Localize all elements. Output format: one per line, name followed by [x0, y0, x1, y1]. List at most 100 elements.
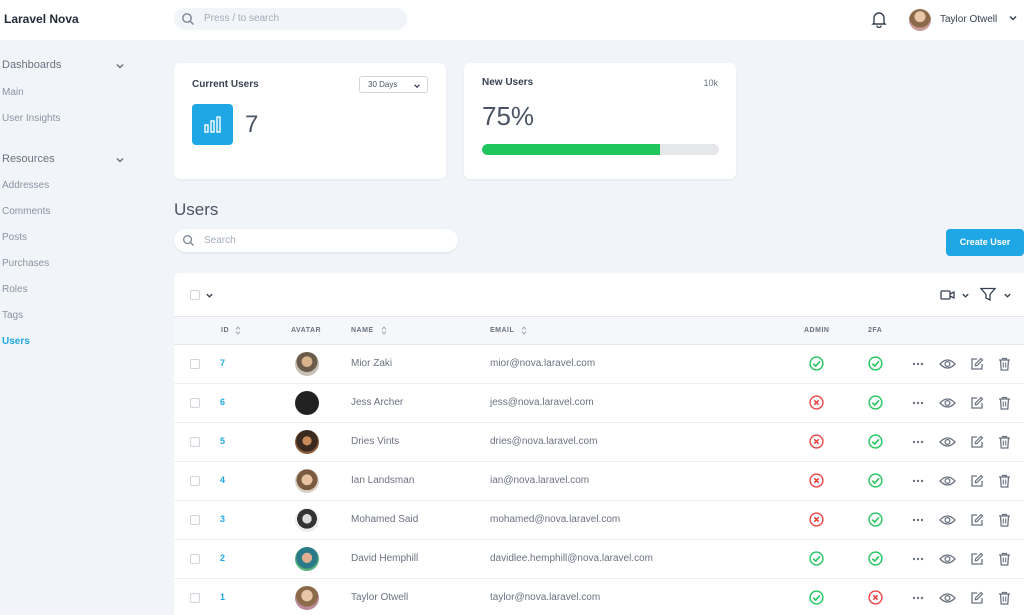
row-id[interactable]: 7: [220, 358, 226, 368]
sidebar-item-purchases[interactable]: Purchases: [2, 258, 50, 269]
more-icon[interactable]: [912, 401, 924, 405]
edit-icon[interactable]: [970, 474, 984, 488]
current-users-title: Current Users: [192, 79, 259, 90]
more-icon[interactable]: [912, 440, 924, 444]
row-checkbox[interactable]: [190, 398, 200, 408]
more-icon[interactable]: [912, 479, 924, 483]
search-icon: [183, 235, 195, 247]
user-avatar[interactable]: [909, 9, 931, 31]
table-row[interactable]: 5 Dries Vints dries@nova.laravel.com: [174, 423, 1024, 462]
column-header-avatar: AVATAR: [291, 327, 322, 334]
create-user-button[interactable]: Create User: [946, 229, 1024, 256]
trash-icon[interactable]: [998, 357, 1011, 371]
sort-icon[interactable]: [235, 326, 241, 335]
bell-icon[interactable]: [871, 10, 887, 28]
chevron-down-icon[interactable]: [115, 155, 125, 165]
trash-icon[interactable]: [998, 513, 1011, 527]
edit-icon[interactable]: [970, 513, 984, 527]
search-icon: [182, 13, 194, 25]
sidebar-item-main[interactable]: Main: [2, 87, 24, 98]
brand-logo[interactable]: Laravel Nova: [4, 12, 79, 26]
sidebar-item-roles[interactable]: Roles: [2, 284, 28, 295]
columns-icon[interactable]: [940, 289, 955, 301]
row-checkbox[interactable]: [190, 437, 200, 447]
row-email: dries@nova.laravel.com: [490, 436, 598, 447]
row-email: ian@nova.laravel.com: [490, 475, 590, 486]
trash-icon[interactable]: [998, 474, 1011, 488]
more-icon[interactable]: [912, 596, 924, 600]
check-circle-icon: [809, 551, 824, 566]
sort-icon[interactable]: [381, 326, 387, 335]
view-icon[interactable]: [939, 552, 956, 566]
avatar: [295, 469, 319, 493]
row-checkbox[interactable]: [190, 359, 200, 369]
filter-icon[interactable]: [980, 287, 996, 302]
row-id[interactable]: 4: [220, 475, 226, 485]
row-id[interactable]: 3: [220, 514, 226, 524]
trash-icon[interactable]: [998, 552, 1011, 566]
row-checkbox[interactable]: [190, 476, 200, 486]
trash-icon[interactable]: [998, 435, 1011, 449]
chevron-down-icon[interactable]: [115, 61, 125, 71]
table-row[interactable]: 6 Jess Archer jess@nova.laravel.com: [174, 384, 1024, 423]
chevron-down-icon[interactable]: [961, 291, 970, 300]
row-id[interactable]: 1: [220, 592, 226, 602]
global-search[interactable]: Press / to search: [174, 8, 407, 30]
trash-icon[interactable]: [998, 396, 1011, 410]
table-row[interactable]: 3 Mohamed Said mohamed@nova.laravel.com: [174, 501, 1024, 540]
sidebar-item-posts[interactable]: Posts: [2, 232, 28, 243]
user-name[interactable]: Taylor Otwell: [940, 14, 998, 25]
chevron-down-icon[interactable]: [1008, 13, 1018, 23]
table-row[interactable]: 1 Taylor Otwell taylor@nova.laravel.com: [174, 579, 1024, 615]
row-id[interactable]: 2: [220, 553, 226, 563]
column-header-id[interactable]: ID: [221, 327, 229, 334]
row-checkbox[interactable]: [190, 593, 200, 603]
x-circle-icon: [809, 512, 824, 527]
edit-icon[interactable]: [970, 591, 984, 605]
check-circle-icon: [868, 473, 883, 488]
table-row[interactable]: 7 Mior Zaki mior@nova.laravel.com: [174, 345, 1024, 384]
row-checkbox[interactable]: [190, 515, 200, 525]
view-icon[interactable]: [939, 513, 956, 527]
more-icon[interactable]: [912, 518, 924, 522]
sidebar-item-user-insights[interactable]: User Insights: [2, 113, 61, 124]
resource-search[interactable]: Search: [174, 229, 458, 252]
current-users-value: 7: [245, 111, 259, 138]
row-name: Taylor Otwell: [351, 592, 409, 603]
edit-icon[interactable]: [970, 435, 984, 449]
row-id[interactable]: 5: [220, 436, 226, 446]
row-id[interactable]: 6: [220, 397, 226, 407]
edit-icon[interactable]: [970, 396, 984, 410]
sidebar-item-addresses[interactable]: Addresses: [2, 180, 50, 191]
sidebar-item-users[interactable]: Users: [2, 336, 30, 347]
chevron-down-icon[interactable]: [1003, 291, 1012, 300]
sort-icon[interactable]: [521, 326, 527, 335]
range-select[interactable]: 30 Days: [359, 76, 428, 93]
chevron-down-icon[interactable]: [205, 291, 214, 300]
column-header-name[interactable]: NAME: [351, 327, 374, 334]
page-title: Users: [174, 200, 219, 219]
table-toolbar: [174, 273, 1024, 317]
more-icon[interactable]: [912, 557, 924, 561]
more-icon[interactable]: [912, 362, 924, 366]
view-icon[interactable]: [939, 396, 956, 410]
edit-icon[interactable]: [970, 357, 984, 371]
check-circle-icon: [868, 551, 883, 566]
check-circle-icon: [868, 395, 883, 410]
trash-icon[interactable]: [998, 591, 1011, 605]
view-icon[interactable]: [939, 591, 956, 605]
edit-icon[interactable]: [970, 552, 984, 566]
sidebar-section-dashboards[interactable]: Dashboards: [2, 59, 62, 71]
sidebar-item-tags[interactable]: Tags: [2, 310, 24, 321]
view-icon[interactable]: [939, 435, 956, 449]
table-row[interactable]: 4 Ian Landsman ian@nova.laravel.com: [174, 462, 1024, 501]
sidebar-section-resources[interactable]: Resources: [2, 153, 55, 165]
column-header-email[interactable]: EMAIL: [490, 327, 515, 334]
table-row[interactable]: 2 David Hemphill davidlee.hemphill@nova.la…: [174, 540, 1024, 579]
row-checkbox[interactable]: [190, 554, 200, 564]
select-all-checkbox[interactable]: [190, 290, 200, 300]
sidebar-item-comments[interactable]: Comments: [2, 206, 51, 217]
view-icon[interactable]: [939, 474, 956, 488]
view-icon[interactable]: [939, 357, 956, 371]
new-users-title: New Users: [482, 77, 534, 88]
